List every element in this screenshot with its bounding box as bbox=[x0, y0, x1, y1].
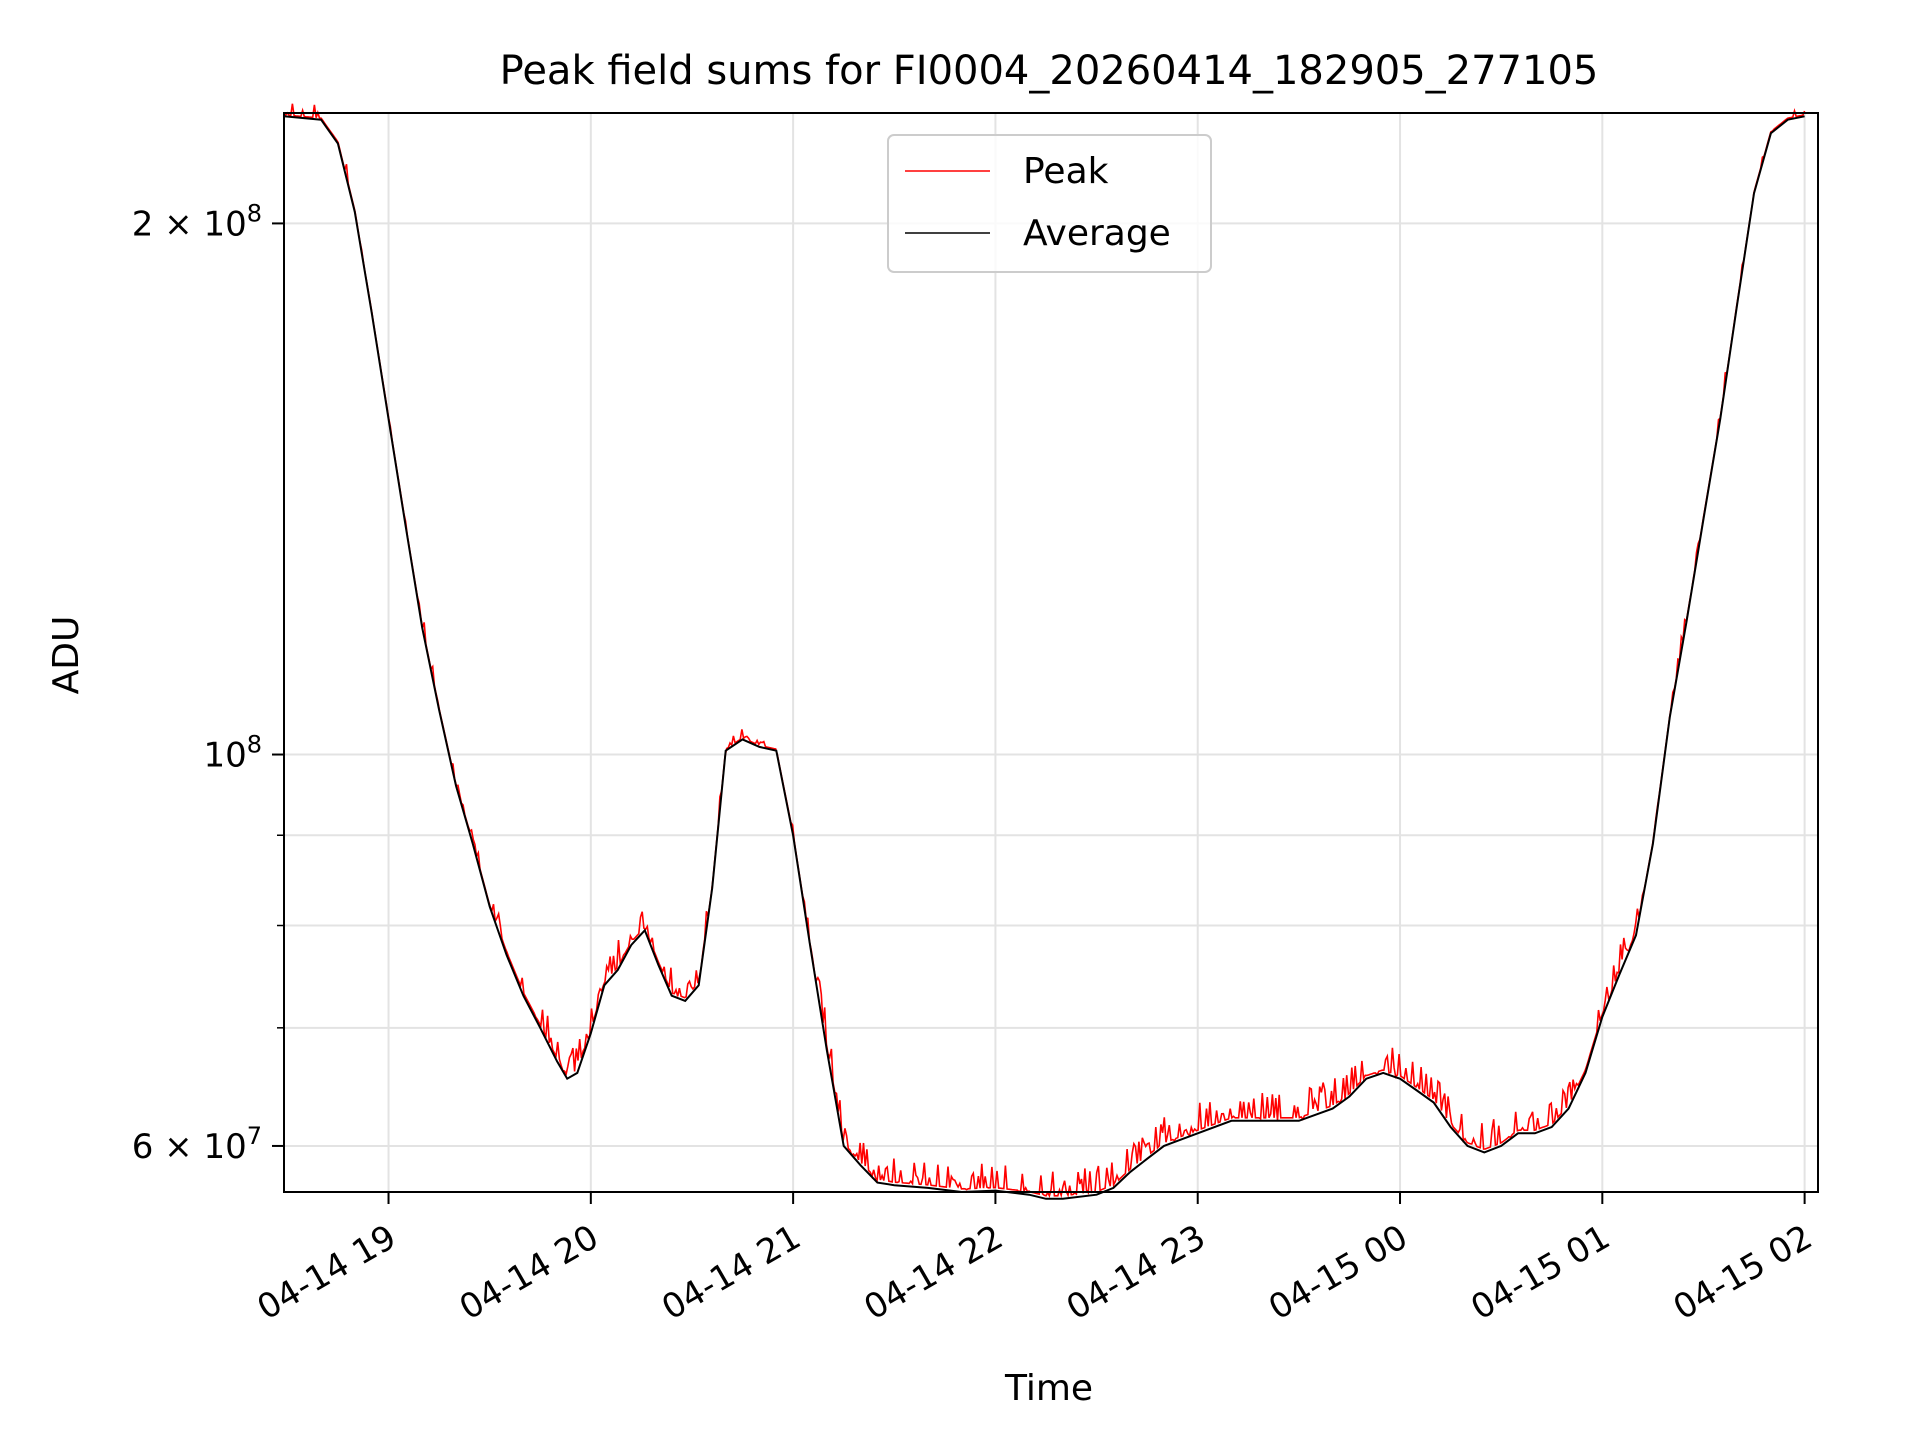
x-tick-label: 04-15 00 bbox=[1262, 1217, 1414, 1328]
y-tick-label: 2 × 108 bbox=[132, 199, 262, 244]
peak-series bbox=[283, 103, 1806, 1199]
grid-lines bbox=[284, 113, 1818, 1192]
average-line bbox=[283, 115, 1805, 1200]
y-axis-label: ADU bbox=[46, 616, 87, 695]
x-tick-label: 04-14 19 bbox=[251, 1217, 403, 1328]
chart-title: Peak field sums for FI0004_20260414_1829… bbox=[500, 48, 1599, 94]
y-tick-label: 6 × 107 bbox=[132, 1122, 262, 1167]
legend-label-average: Average bbox=[1023, 213, 1171, 254]
legend-label-peak: Peak bbox=[1023, 151, 1109, 192]
plot-area-frame bbox=[283, 112, 1819, 1193]
y-axis-ticks: 6 × 107 108 2 × 108 bbox=[132, 199, 284, 1167]
legend: Peak Average bbox=[887, 134, 1212, 273]
x-tick-label: 04-14 23 bbox=[1060, 1217, 1212, 1328]
x-axis-ticks: 04-14 19 04-14 20 04-14 21 04-14 22 04-14 23… bbox=[251, 1192, 1819, 1328]
x-tick-label: 04-15 01 bbox=[1464, 1217, 1616, 1328]
x-tick-label: 04-14 20 bbox=[453, 1217, 605, 1328]
x-tick-label: 04-14 22 bbox=[858, 1217, 1010, 1328]
x-tick-label: 04-15 02 bbox=[1667, 1217, 1819, 1328]
x-tick-label: 04-14 21 bbox=[655, 1217, 807, 1328]
x-axis-label: Time bbox=[1004, 1368, 1093, 1409]
y-tick-label: 108 bbox=[203, 731, 262, 776]
peak-line bbox=[283, 103, 1806, 1199]
average-series bbox=[283, 115, 1805, 1200]
legend-box bbox=[887, 134, 1212, 273]
